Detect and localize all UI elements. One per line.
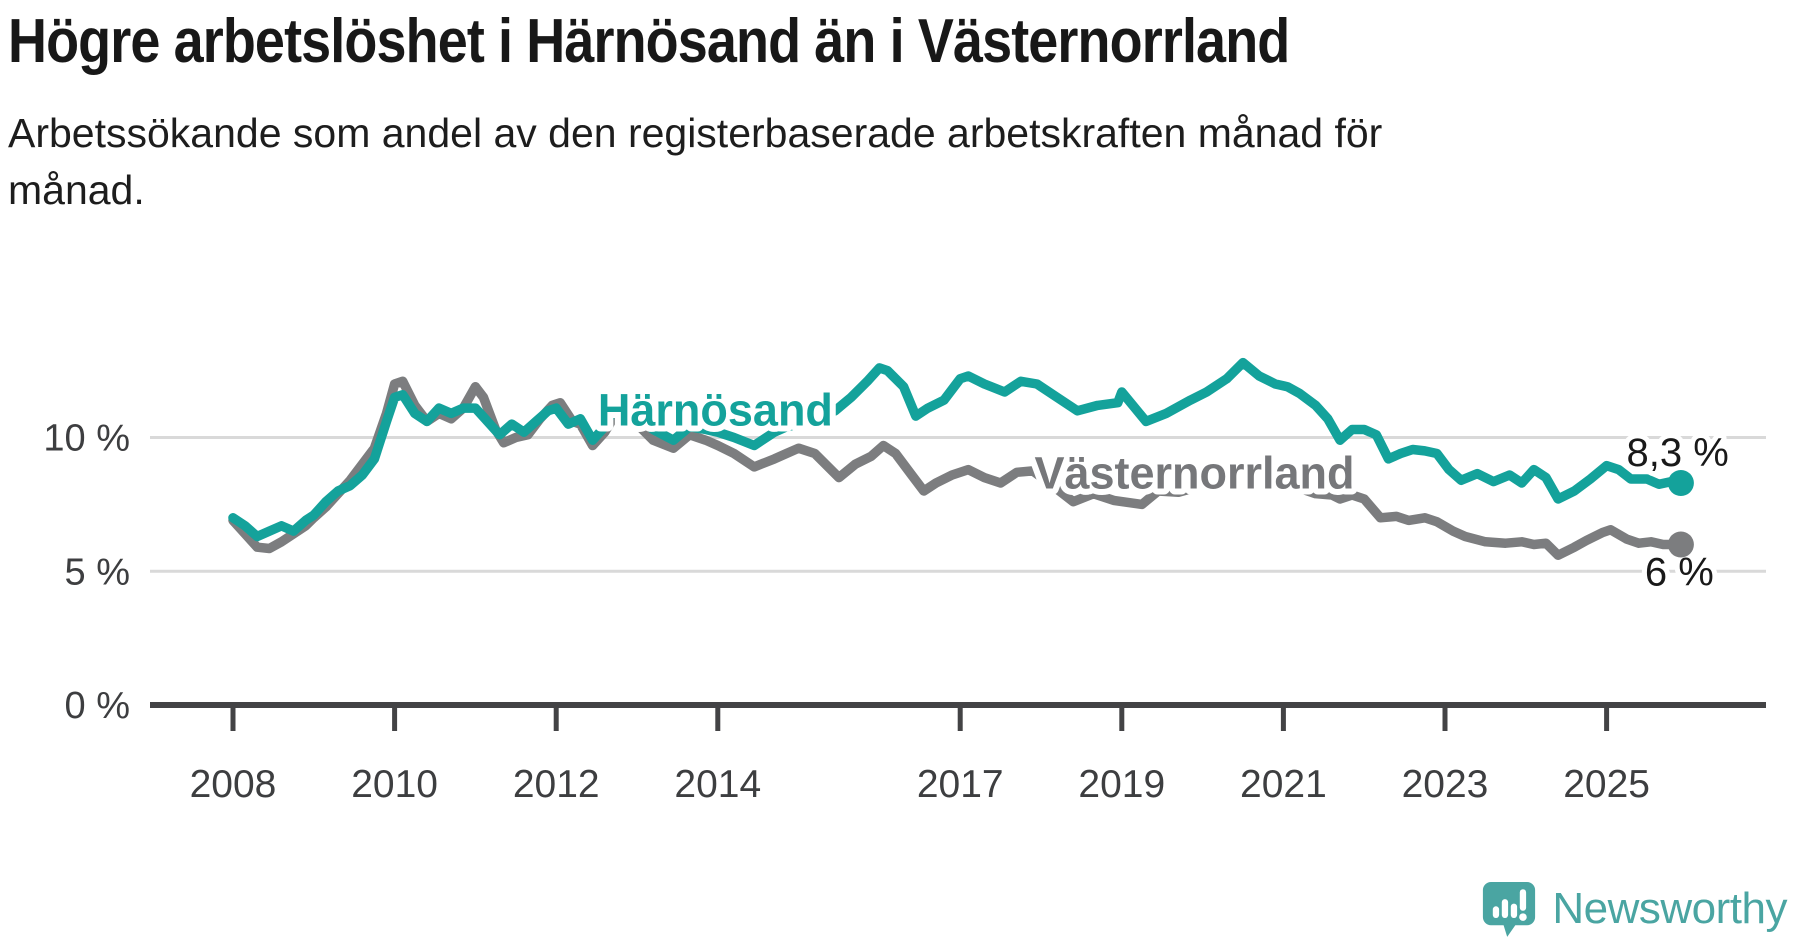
brand-name: Newsworthy [1552,884,1787,933]
subtitle-line-1: Arbetssökande som andel av den registerb… [8,110,1383,156]
page-title: Högre arbetslöshet i Härnösand än i Väst… [8,7,1290,76]
end-dot-vasternorrland [1667,531,1694,558]
chart-header: Högre arbetslöshet i Härnösand än i Väst… [8,6,1708,218]
chart-subtitle: Arbetssökande som andel av den registerb… [8,105,1708,218]
end-dot-harnosand [1667,470,1694,496]
series-line-harnosand [228,357,1686,542]
x-tick-label-2021: 2021 [1240,763,1327,806]
subtitle-line-2: månad. [8,166,145,213]
end-value-label-vasternorrland: 6 % [1645,550,1714,594]
x-tick-label-2010: 2010 [351,763,438,806]
series-label-harnosand: Härnösand [598,384,833,435]
x-tick-label-2012: 2012 [513,763,600,806]
x-tick-label-2014: 2014 [674,763,761,806]
end-value-label-harnosand: 8,3 % [1627,431,1729,475]
x-tick-label-2019: 2019 [1078,763,1165,806]
x-tick-label-2023: 2023 [1402,763,1489,806]
x-tick-label-2017: 2017 [917,763,1004,806]
newsworthy-logo-icon [1483,882,1536,937]
x-tick-label-2008: 2008 [190,763,277,806]
y-tick-label-0: 0 % [65,685,130,727]
y-tick-label-10: 10 % [43,418,130,460]
series-label-vasternorrland: Västernorrland [1034,447,1354,498]
x-tick-label-2025: 2025 [1563,763,1650,806]
newsworthy-logo: Newsworthy [1482,880,1787,938]
y-tick-label-5: 5 % [65,551,130,593]
series-line-vasternorrland [228,376,1686,560]
